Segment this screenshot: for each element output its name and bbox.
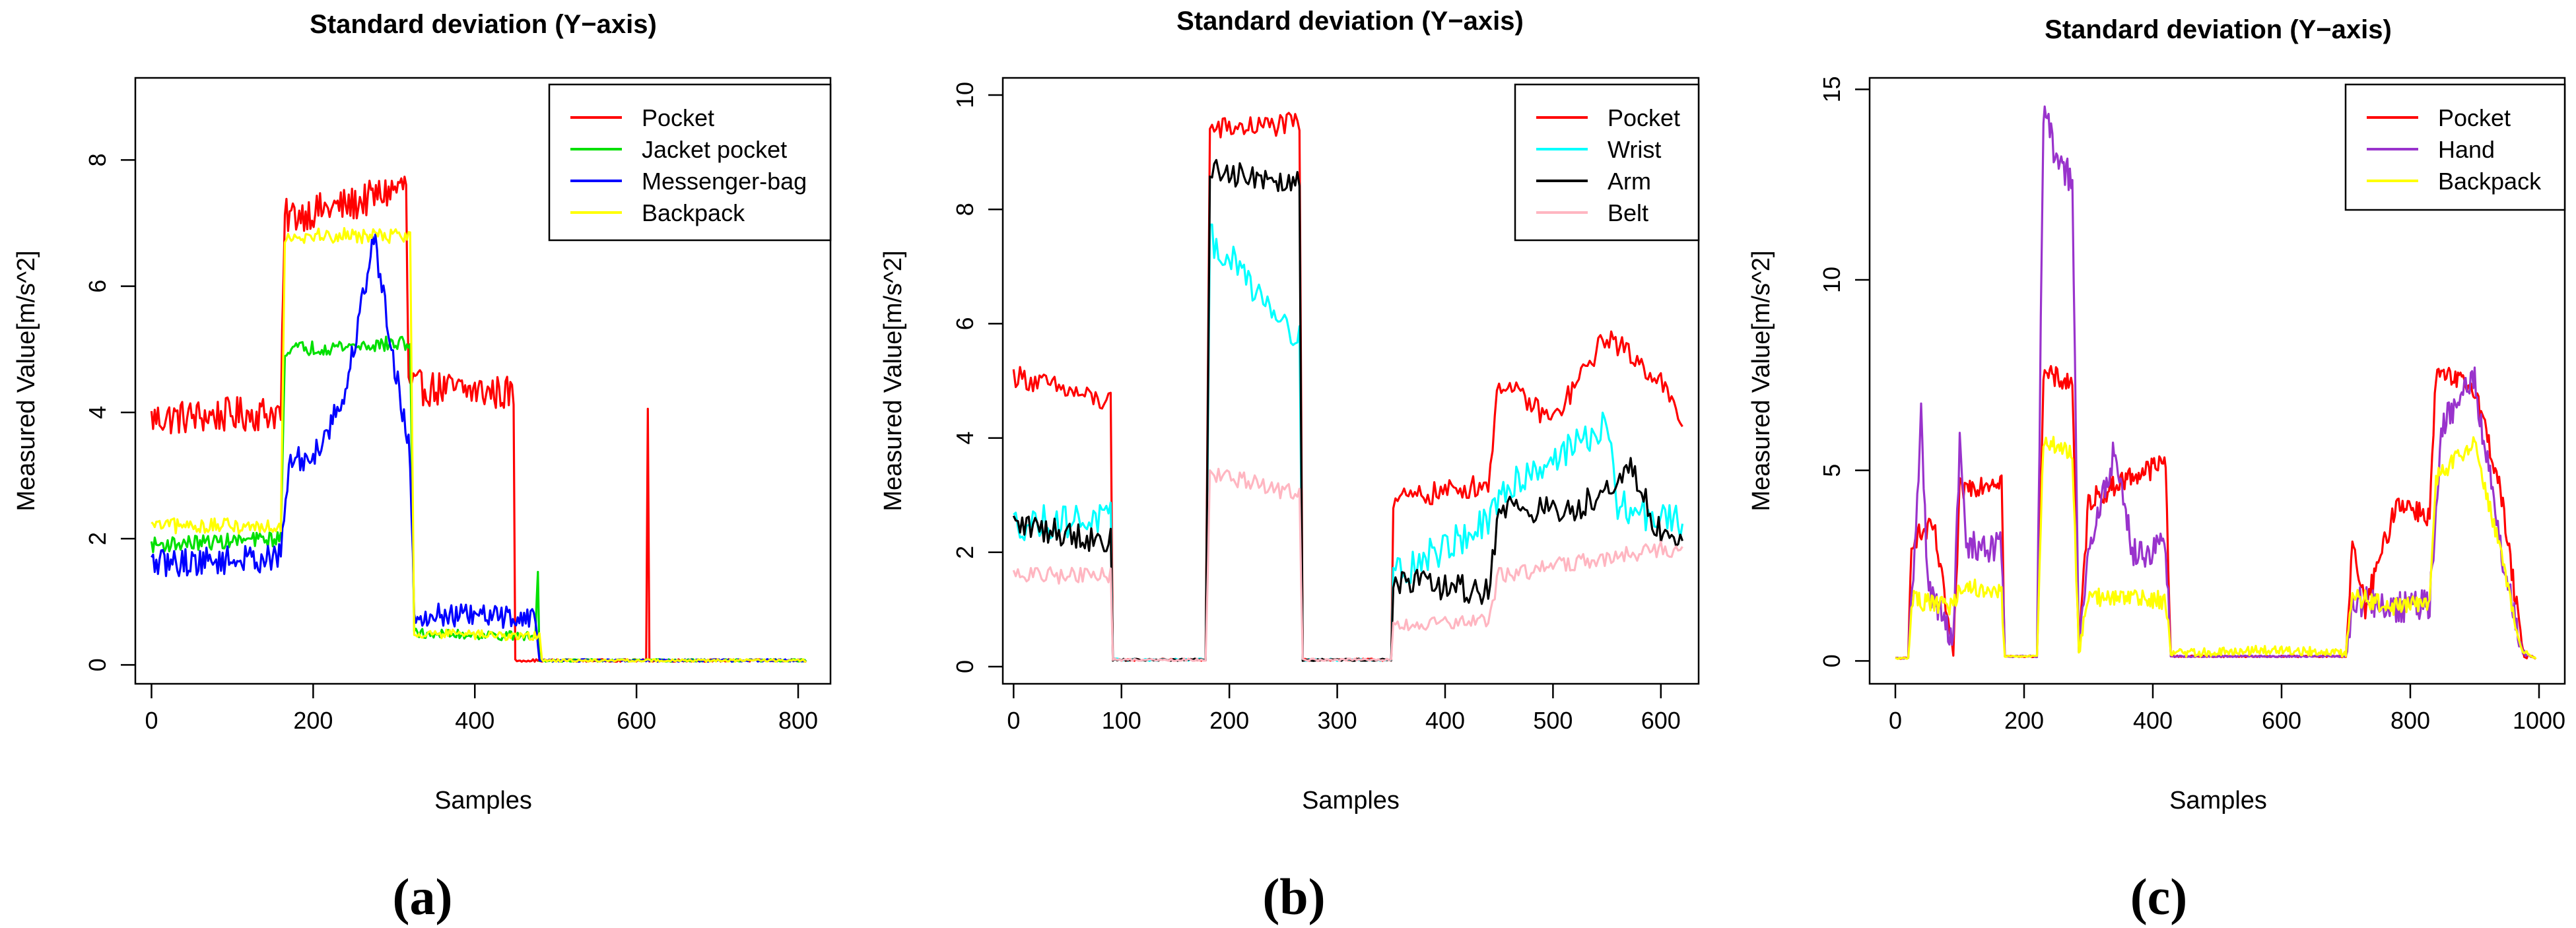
- chart-title: Standard deviation (Y−axis): [2045, 15, 2392, 44]
- x-tick-label: 200: [2004, 707, 2044, 734]
- y-tick-label: 4: [951, 432, 978, 445]
- y-axis-label: Measured Value[m/s^2]: [879, 250, 907, 511]
- chart-title: Standard deviation (Y−axis): [310, 10, 657, 39]
- legend-label: Jacket pocket: [642, 136, 787, 163]
- series-line-messenger-bag: [151, 233, 807, 663]
- x-tick-label: 800: [2390, 707, 2430, 734]
- plot-frame: [1868, 77, 2566, 685]
- y-tick-label: 8: [951, 203, 978, 216]
- plot-frame: [134, 77, 832, 685]
- y-axis: 0 2 4 6 8 10: [951, 82, 1003, 673]
- legend-label: Wrist: [1608, 136, 1661, 163]
- series-group: [1012, 112, 1684, 663]
- series-group: [150, 176, 807, 663]
- legend: Pocket Hand Backpack: [2344, 83, 2566, 211]
- chart-panel-a: Standard deviation (Y−axis) 0 200 400 600 80…: [13, 10, 832, 925]
- series-line-backpack: [1895, 436, 2537, 661]
- y-tick-label: 0: [951, 660, 978, 673]
- series-line-pocket: [1895, 364, 2537, 660]
- y-tick-label: 5: [1818, 464, 1845, 477]
- chart-panel-c: Standard deviation (Y−axis) 0 200 400 600 80…: [1747, 15, 2566, 925]
- legend-label: Pocket: [1608, 104, 1680, 131]
- x-tick-label: 800: [778, 707, 818, 734]
- legend-label: Belt: [1608, 199, 1648, 226]
- x-tick-label: 200: [1209, 707, 1249, 734]
- x-tick-label: 600: [1641, 707, 1681, 734]
- legend: Pocket Jacket pocket Messenger-bag Backp…: [548, 83, 832, 242]
- legend-box: [2344, 83, 2566, 211]
- x-axis-label: Samples: [1302, 787, 1400, 814]
- y-tick-label: 15: [1818, 76, 1845, 102]
- legend-label: Backpack: [642, 199, 745, 226]
- series-line-wrist: [1013, 223, 1684, 663]
- x-tick-label: 400: [2133, 707, 2173, 734]
- legend: Pocket Wrist Arm Belt: [1514, 83, 1700, 242]
- x-axis: 0 100 200 300 400 500 600: [1007, 684, 1681, 734]
- series-line-pocket: [150, 176, 807, 663]
- x-tick-label: 200: [293, 707, 333, 734]
- x-tick-label: 0: [1889, 707, 1902, 734]
- chart-title: Standard deviation (Y−axis): [1176, 7, 1524, 36]
- y-tick-label: 0: [1818, 654, 1845, 667]
- legend-box: [548, 83, 832, 242]
- series-line-backpack: [151, 227, 807, 663]
- y-axis-label: Measured Value[m/s^2]: [13, 250, 40, 511]
- x-tick-label: 1000: [2513, 707, 2565, 734]
- series-line-belt: [1012, 467, 1683, 663]
- y-tick-label: 4: [84, 406, 111, 419]
- y-tick-label: 10: [951, 82, 978, 108]
- panel-label: (a): [393, 868, 453, 925]
- x-axis: 0 200 400 600 800 1000: [1889, 684, 2565, 734]
- x-tick-label: 0: [145, 707, 158, 734]
- y-tick-label: 2: [951, 546, 978, 559]
- series-line-hand: [1895, 105, 2537, 660]
- x-tick-label: 300: [1318, 707, 1357, 734]
- x-tick-label: 0: [1007, 707, 1020, 734]
- x-axis-label: Samples: [434, 787, 532, 814]
- y-tick-label: 6: [84, 280, 111, 293]
- y-axis: 0 2 4 6 8: [84, 153, 135, 671]
- x-tick-label: 100: [1102, 707, 1141, 734]
- y-tick-label: 10: [1818, 267, 1845, 293]
- chart-panel-b: Standard deviation (Y−axis) 0 100 200 300 40…: [879, 7, 1700, 925]
- x-axis: 0 200 400 600 800: [145, 684, 818, 734]
- x-axis-label: Samples: [2169, 787, 2267, 814]
- legend-label: Arm: [1608, 168, 1651, 195]
- x-tick-label: 400: [455, 707, 494, 734]
- x-tick-label: 500: [1533, 707, 1573, 734]
- series-group: [1895, 105, 2537, 661]
- y-tick-label: 8: [84, 153, 111, 166]
- panel-label: (c): [2130, 868, 2188, 925]
- legend-label: Backpack: [2438, 168, 2542, 195]
- y-tick-label: 6: [951, 317, 978, 330]
- legend-box: [1514, 83, 1700, 242]
- x-tick-label: 600: [617, 707, 656, 734]
- y-tick-label: 2: [84, 532, 111, 545]
- legend-label: Hand: [2438, 136, 2495, 163]
- x-tick-label: 400: [1425, 707, 1465, 734]
- y-axis-label: Measured Value[m/s^2]: [1747, 250, 1775, 511]
- panel-label: (b): [1262, 868, 1325, 925]
- y-axis: 0 5 10 15: [1818, 76, 1870, 667]
- legend-label: Pocket: [2438, 104, 2511, 131]
- plot-frame: [1001, 77, 1700, 685]
- y-tick-label: 0: [84, 658, 111, 671]
- legend-label: Messenger-bag: [642, 168, 807, 195]
- legend-label: Pocket: [642, 104, 714, 131]
- x-tick-label: 600: [2262, 707, 2301, 734]
